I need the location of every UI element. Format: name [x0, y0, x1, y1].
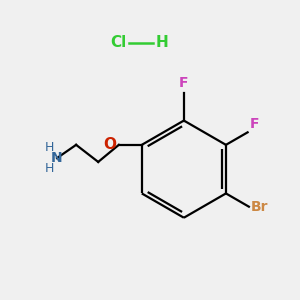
Text: F: F: [179, 76, 189, 90]
Text: H: H: [45, 162, 54, 175]
Text: O: O: [103, 137, 116, 152]
Text: N: N: [51, 151, 63, 165]
Text: Cl: Cl: [110, 35, 126, 50]
Text: Br: Br: [251, 200, 269, 214]
Text: H: H: [45, 141, 54, 154]
Text: F: F: [250, 117, 260, 131]
Text: H: H: [156, 35, 169, 50]
